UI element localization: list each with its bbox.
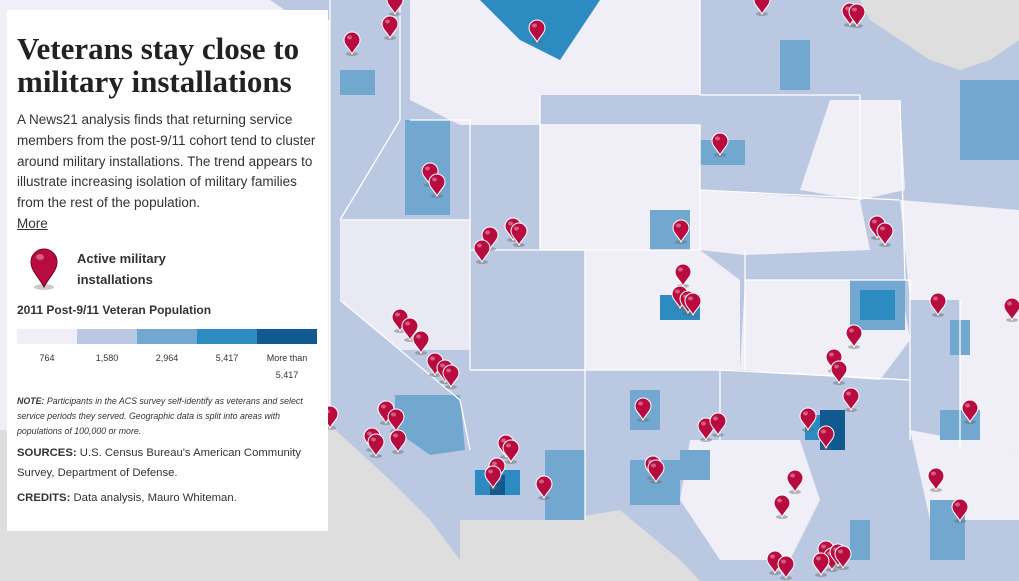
map-marker-icon[interactable] bbox=[876, 222, 894, 247]
map-marker-icon[interactable] bbox=[428, 173, 446, 198]
map-marker-icon[interactable] bbox=[672, 219, 690, 244]
map-marker-icon[interactable] bbox=[817, 425, 835, 450]
map-marker-icon[interactable] bbox=[442, 364, 460, 389]
map-marker-icon[interactable] bbox=[786, 469, 804, 494]
map-marker-icon[interactable] bbox=[412, 330, 430, 355]
sources-label: SOURCES: bbox=[17, 446, 77, 459]
map-marker-icon[interactable] bbox=[753, 0, 771, 16]
credits: CREDITS: Data analysis, Mauro Whiteman. bbox=[17, 488, 318, 509]
info-panel: Veterans stay close to military installa… bbox=[7, 10, 328, 531]
map-marker-icon[interactable] bbox=[848, 3, 866, 28]
credits-text: Data analysis, Mauro Whiteman. bbox=[73, 491, 237, 504]
map-marker-icon[interactable] bbox=[528, 19, 546, 44]
note-label: NOTE: bbox=[17, 395, 45, 406]
note: NOTE: Participants in the ACS survey sel… bbox=[17, 394, 318, 439]
map-marker-icon[interactable] bbox=[711, 132, 729, 157]
map-marker-icon[interactable] bbox=[799, 407, 817, 432]
scale-label: 5,417 bbox=[215, 352, 239, 363]
map-marker-icon[interactable] bbox=[389, 429, 407, 454]
sources: SOURCES: U.S. Census Bureau's American C… bbox=[17, 443, 318, 484]
map-marker-icon[interactable] bbox=[473, 239, 491, 264]
scale-swatch-1 bbox=[17, 328, 77, 344]
map-marker-icon[interactable] bbox=[381, 15, 399, 40]
scale-label: 1,580 bbox=[95, 352, 119, 363]
credits-label: CREDITS: bbox=[17, 491, 71, 504]
map-marker-icon[interactable] bbox=[834, 545, 852, 570]
map-marker-icon[interactable] bbox=[842, 387, 860, 412]
map-marker-icon[interactable] bbox=[1003, 297, 1019, 322]
state-borders bbox=[329, 0, 961, 520]
map-marker-icon[interactable] bbox=[709, 412, 727, 437]
scale-labels: 764 1,580 2,964 5,417 More than 5,417 bbox=[17, 350, 317, 384]
map-marker-icon[interactable] bbox=[830, 360, 848, 385]
color-scale bbox=[17, 328, 317, 344]
map-marker-icon[interactable] bbox=[343, 31, 361, 56]
more-link[interactable]: More bbox=[17, 215, 48, 231]
map-marker-icon[interactable] bbox=[684, 292, 702, 317]
map-marker-icon[interactable] bbox=[812, 552, 830, 577]
map-marker-icon[interactable] bbox=[647, 459, 665, 484]
map-marker-icon[interactable] bbox=[697, 417, 715, 442]
map-marker-icon[interactable] bbox=[634, 397, 652, 422]
map-marker-icon[interactable] bbox=[845, 324, 863, 349]
map-marker-icon[interactable] bbox=[502, 439, 520, 464]
map-marker-icon[interactable] bbox=[777, 555, 795, 580]
map-marker-icon bbox=[30, 248, 58, 290]
scale-label: 764 bbox=[39, 352, 55, 363]
mexico-area bbox=[460, 510, 700, 581]
map-marker-icon[interactable] bbox=[367, 433, 385, 458]
scale-swatch-5 bbox=[257, 328, 317, 344]
map-marker-icon[interactable] bbox=[927, 467, 945, 492]
map-marker-icon[interactable] bbox=[929, 292, 947, 317]
pin-legend-label: Active military installations bbox=[77, 250, 166, 287]
map-marker-icon[interactable] bbox=[951, 498, 969, 523]
scale-label: 2,964 bbox=[155, 352, 179, 363]
map-marker-icon[interactable] bbox=[535, 475, 553, 500]
map-marker-icon[interactable] bbox=[961, 399, 979, 424]
pin-legend: Active military installations bbox=[17, 247, 318, 291]
scale-swatch-3 bbox=[137, 328, 197, 344]
map-marker-icon[interactable] bbox=[484, 465, 502, 490]
note-text: Participants in the ACS survey self-iden… bbox=[17, 395, 303, 436]
map-marker-icon[interactable] bbox=[386, 0, 404, 16]
map-marker-icon[interactable] bbox=[426, 352, 444, 377]
installation-pins bbox=[321, 0, 1019, 580]
page-title: Veterans stay close to military installa… bbox=[17, 31, 300, 99]
intro-text: A News21 analysis finds that returning s… bbox=[17, 110, 318, 235]
map-marker-icon[interactable] bbox=[510, 222, 528, 247]
sources-text: U.S. Census Bureau's American Community … bbox=[17, 446, 302, 480]
intro-body: A News21 analysis finds that returning s… bbox=[17, 112, 316, 211]
scale-swatch-4 bbox=[197, 328, 257, 344]
scale-label: More than 5,417 bbox=[266, 352, 308, 380]
map-marker-icon[interactable] bbox=[773, 494, 791, 519]
canada-area bbox=[860, 0, 1019, 70]
scale-title: 2011 Post-9/11 Veteran Population bbox=[17, 302, 212, 317]
scale-swatch-2 bbox=[77, 328, 137, 344]
